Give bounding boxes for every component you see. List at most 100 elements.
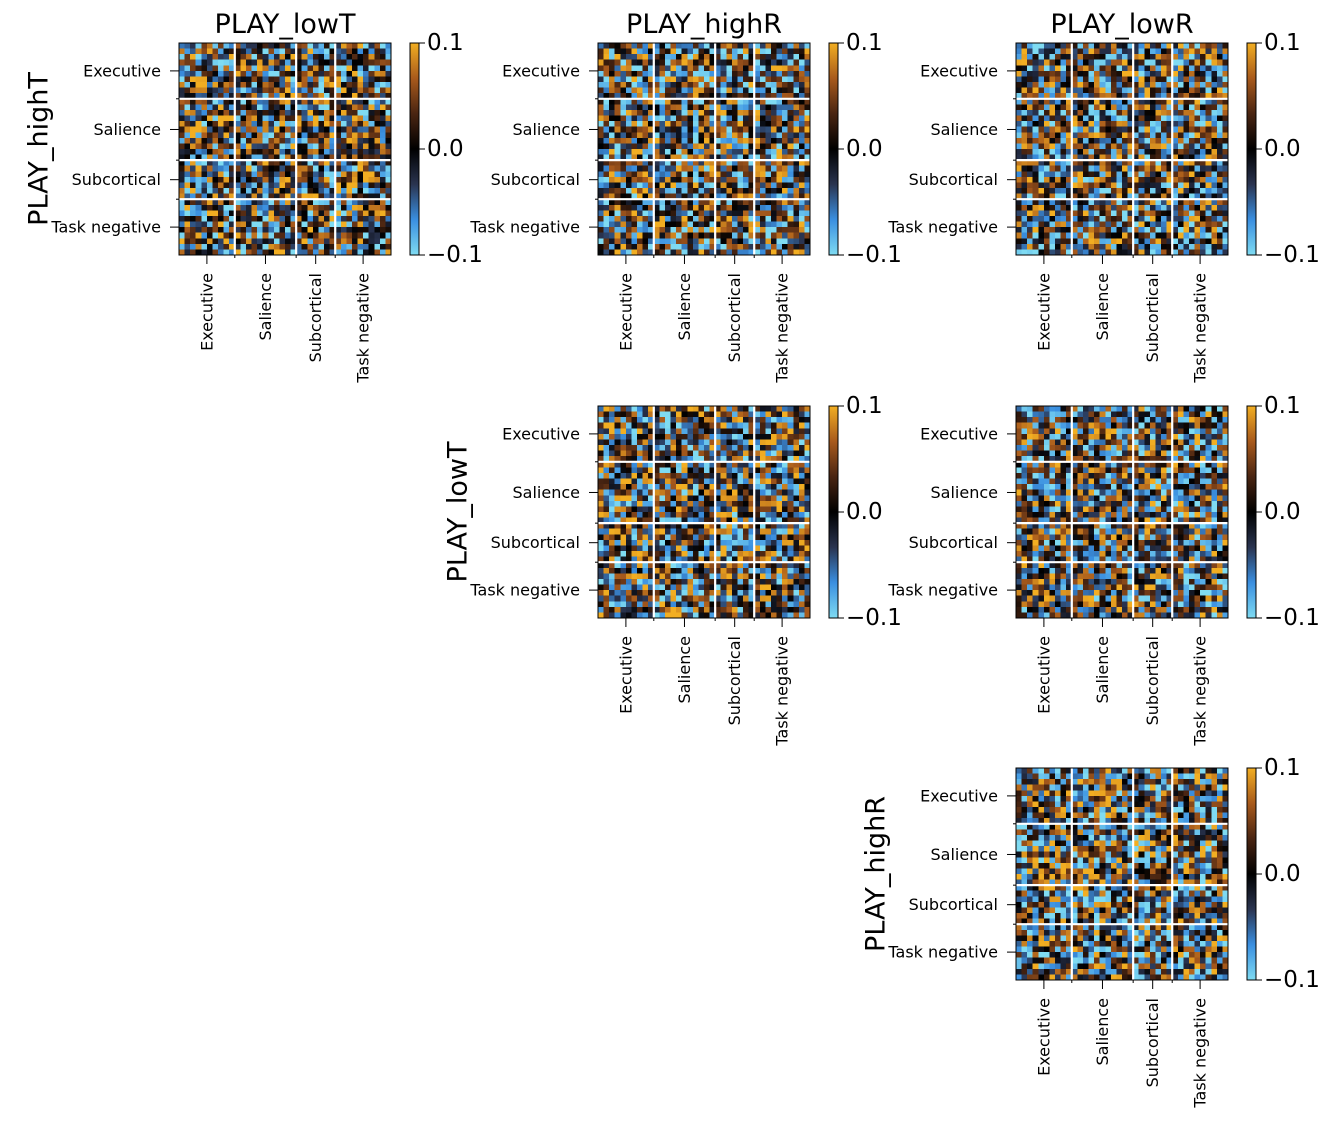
- heatmap-cell: [748, 137, 755, 144]
- heatmap-cell: [1110, 82, 1117, 88]
- heatmap-cell: [1127, 165, 1134, 172]
- heatmap-cell: [726, 132, 733, 139]
- heatmap-cell: [379, 160, 386, 167]
- heatmap-cell: [642, 98, 649, 105]
- heatmap-cell: [620, 238, 627, 245]
- heatmap-cell: [598, 65, 604, 72]
- heatmap-cell: [312, 238, 319, 245]
- heatmap-cell: [598, 204, 604, 211]
- heatmap-cell: [704, 439, 710, 446]
- heatmap-cell: [759, 456, 766, 463]
- heatmap-cell: [642, 439, 649, 446]
- heatmap-cell: [195, 48, 202, 55]
- heatmap-cell: [1082, 115, 1089, 122]
- heatmap-cell: [1188, 171, 1195, 178]
- heatmap-cell: [268, 210, 275, 217]
- heatmap-cell: [1166, 70, 1173, 77]
- heatmap-cell: [1099, 154, 1106, 161]
- heatmap-cell: [625, 467, 632, 474]
- heatmap-cell: [642, 137, 649, 144]
- heatmap-cell: [1133, 126, 1140, 133]
- heatmap-cell: [754, 204, 761, 211]
- heatmap-cell: [715, 417, 722, 424]
- heatmap-cell: [273, 188, 280, 194]
- heatmap-cell: [296, 193, 303, 200]
- heatmap-cell: [804, 215, 811, 222]
- heatmap-cell: [715, 82, 722, 88]
- heatmap-cell: [1049, 82, 1056, 88]
- heatmap-cell: [1183, 204, 1190, 211]
- heatmap-cell: [1021, 137, 1028, 144]
- heatmap-cell: [1116, 193, 1123, 200]
- heatmap-cell: [1216, 59, 1223, 66]
- heatmap-cell: [251, 210, 258, 217]
- heatmap-cell: [1105, 115, 1112, 122]
- heatmap-cell: [642, 104, 649, 111]
- heatmap-cell: [307, 126, 314, 133]
- heatmap-cell: [201, 93, 208, 100]
- heatmap-cell: [798, 411, 805, 418]
- heatmap-cell: [318, 65, 325, 72]
- heatmap-cell: [776, 249, 783, 256]
- heatmap-cell: [664, 232, 671, 239]
- heatmap-cell: [285, 98, 291, 105]
- heatmap-cell: [676, 149, 683, 155]
- heatmap-cell: [374, 115, 381, 122]
- heatmap-cell: [1211, 210, 1218, 217]
- heatmap-cell: [659, 149, 666, 155]
- heatmap-cell: [637, 132, 643, 139]
- heatmap-cell: [609, 417, 616, 424]
- heatmap-cell: [1038, 204, 1045, 211]
- heatmap-cell: [776, 199, 783, 206]
- heatmap-cell: [279, 59, 286, 66]
- heatmap-cell: [245, 115, 252, 122]
- heatmap-cell: [726, 450, 733, 457]
- heatmap-cell: [296, 227, 303, 234]
- heatmap-cell: [698, 48, 705, 55]
- heatmap-cell: [1138, 126, 1145, 133]
- heatmap-cell: [1166, 238, 1173, 245]
- heatmap-cell: [598, 70, 604, 77]
- heatmap-cell: [374, 221, 381, 228]
- heatmap-cell: [1161, 54, 1167, 61]
- heatmap-cell: [709, 82, 716, 88]
- heatmap-cell: [782, 461, 789, 468]
- heatmap-cell: [223, 182, 230, 189]
- heatmap-cell: [748, 70, 755, 77]
- heatmap-cell: [312, 76, 319, 83]
- heatmap-cell: [234, 193, 241, 200]
- heatmap-cell: [793, 121, 800, 128]
- heatmap-cell: [664, 472, 671, 479]
- heatmap-cell: [1077, 48, 1084, 55]
- heatmap-cell: [709, 478, 716, 485]
- heatmap-cell: [218, 227, 224, 234]
- heatmap-cell: [653, 165, 660, 172]
- heatmap-cell: [1021, 132, 1028, 139]
- heatmap-cell: [1077, 87, 1084, 94]
- heatmap-cell: [659, 445, 666, 451]
- heatmap-cell: [379, 70, 386, 77]
- heatmap-cell: [296, 182, 303, 189]
- heatmap-cell: [1021, 82, 1028, 88]
- heatmap-cell: [664, 54, 671, 61]
- heatmap-cell: [218, 188, 224, 194]
- heatmap-cell: [1161, 82, 1167, 88]
- heatmap-cell: [704, 149, 710, 155]
- heatmap-cell: [1216, 98, 1223, 105]
- heatmap-cell: [1155, 188, 1162, 194]
- heatmap-cell: [329, 48, 336, 55]
- heatmap-cell: [245, 59, 252, 66]
- heatmap-cell: [1166, 82, 1173, 88]
- heatmap-cell: [234, 87, 241, 94]
- heatmap-cell: [793, 59, 800, 66]
- heatmap-cell: [1144, 199, 1151, 206]
- heatmap-cell: [715, 115, 722, 122]
- heatmap-cell: [257, 232, 264, 239]
- heatmap-cell: [1200, 121, 1207, 128]
- heatmap-cell: [709, 176, 716, 183]
- heatmap-cell: [614, 93, 621, 100]
- heatmap-cell: [307, 171, 314, 178]
- heatmap-cell: [318, 87, 325, 94]
- heatmap-cell: [804, 243, 811, 250]
- heatmap-cell: [631, 433, 638, 440]
